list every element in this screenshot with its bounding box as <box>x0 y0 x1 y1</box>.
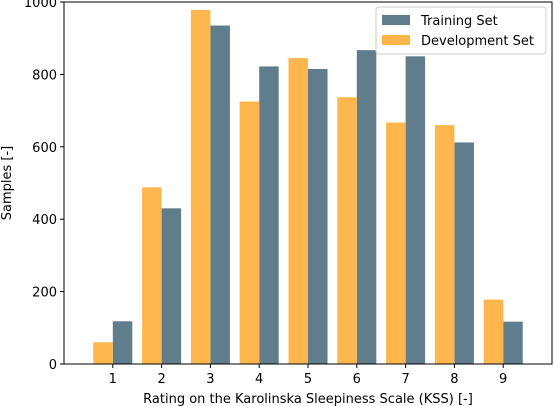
bar-training-set-4 <box>259 66 279 364</box>
bars-group <box>93 9 523 365</box>
y-tick-label: 600 <box>32 141 57 156</box>
x-tick-label: 4 <box>255 372 263 387</box>
bar-training-set-1 <box>112 321 133 364</box>
bar-training-set-6 <box>356 50 377 365</box>
legend-label-training-set: Training Set <box>420 14 498 29</box>
bar-training-set-7 <box>405 56 426 365</box>
bar-development-set-3 <box>190 9 211 365</box>
x-tick-label: 1 <box>109 372 117 387</box>
legend-box <box>375 6 547 55</box>
x-tick-label: 5 <box>304 372 312 387</box>
y-tick-label: 1000 <box>24 0 57 11</box>
x-tick-label: 7 <box>401 372 409 387</box>
bar-development-set-8 <box>434 125 455 364</box>
y-ticks-group: 0 200 400 600 800 1000 <box>24 0 64 373</box>
x-axis-label: Rating on the Karolinska Sleepiness Scal… <box>143 392 473 406</box>
x-ticks-group: 1 2 3 4 5 6 7 8 9 <box>109 364 507 387</box>
legend-swatch-training-set <box>382 15 410 25</box>
x-tick-label: 6 <box>353 372 361 387</box>
y-tick-label: 0 <box>49 358 57 373</box>
x-tick-label: 2 <box>157 372 165 387</box>
bar-development-set-6 <box>337 97 357 365</box>
bar-development-set-5 <box>288 58 308 365</box>
legend: Training Set Development Set <box>375 6 547 55</box>
x-tick-label: 9 <box>499 372 507 387</box>
bar-training-set-9 <box>503 321 523 364</box>
y-axis-label: Samples [-] <box>0 146 15 220</box>
bar-training-set-3 <box>210 25 230 365</box>
y-tick-label: 400 <box>32 213 57 228</box>
bar-training-set-5 <box>308 68 328 364</box>
bar-development-set-2 <box>142 187 162 364</box>
legend-swatch-development-set <box>382 35 410 45</box>
x-tick-label: 8 <box>450 372 458 387</box>
y-tick-label: 800 <box>32 68 57 83</box>
bar-training-set-2 <box>161 208 182 364</box>
legend-label-development-set: Development Set <box>421 34 534 49</box>
bar-development-set-9 <box>483 299 504 364</box>
x-tick-label: 3 <box>206 372 214 387</box>
bar-development-set-1 <box>93 342 113 364</box>
bar-training-set-8 <box>454 142 474 364</box>
bar-development-set-7 <box>386 122 406 365</box>
y-tick-label: 200 <box>32 286 57 301</box>
bar-development-set-4 <box>239 101 260 365</box>
